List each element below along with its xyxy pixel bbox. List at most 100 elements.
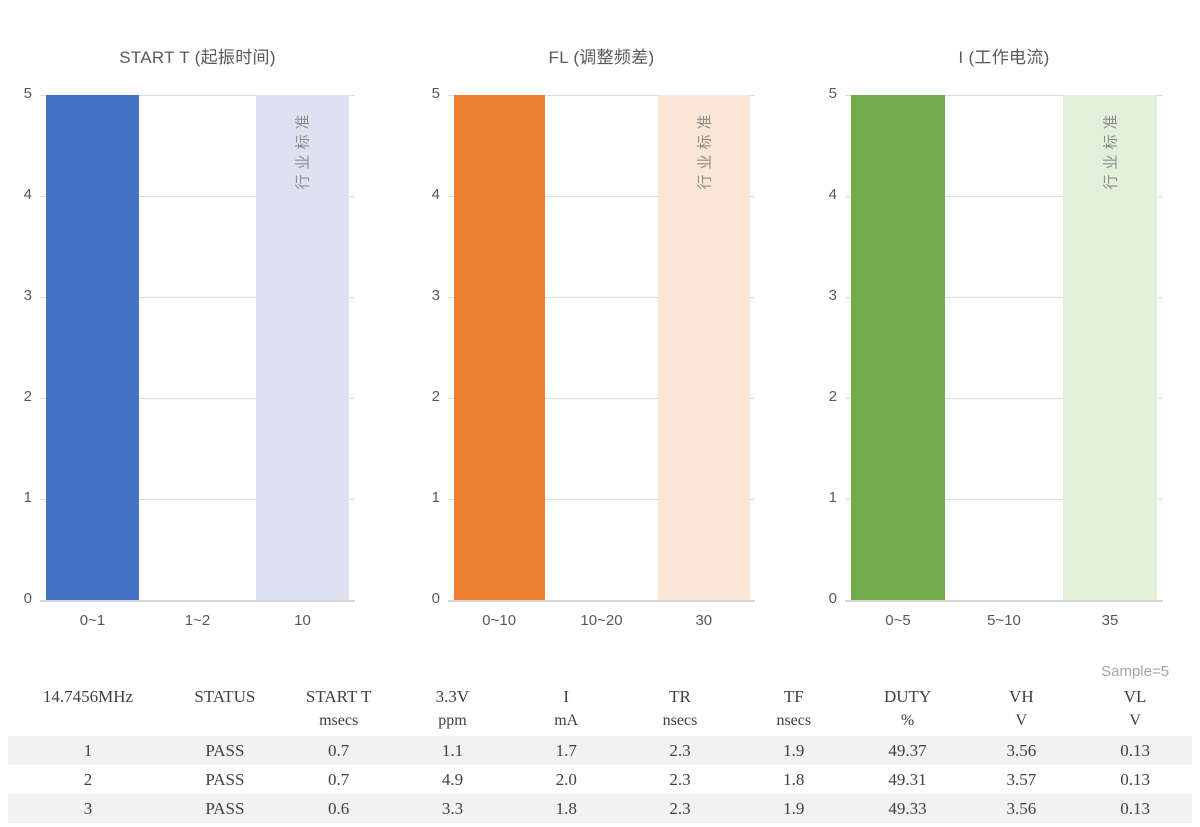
x-axis-category-label: 0~5 [885, 612, 911, 629]
gridline [845, 297, 1163, 298]
column-unit: mA [554, 712, 579, 729]
gridline [448, 95, 755, 96]
industry-standard-label: 行业标准 [294, 108, 312, 190]
x-axis-category-label: 1~2 [184, 612, 211, 629]
table-cell: PASS [205, 799, 245, 818]
table-header-row: 14.7456MHz STATUS START T 3.3V I TR TF DUTY VH VL [8, 684, 1192, 710]
table-row: 3 PASS 0.6 3.3 1.8 2.3 1.9 49.33 3.56 0.13 [8, 794, 1192, 823]
chart-title: START T (起振时间) [119, 48, 276, 67]
y-axis-tick-label: 2 [431, 388, 440, 405]
spacer [509, 660, 623, 684]
column-unit: ppm [438, 712, 467, 729]
y-axis-tick-label: 5 [828, 85, 837, 102]
spacer [396, 660, 510, 684]
plot-area: 0 1 2 3 4 5 行业标准 [432, 85, 755, 607]
x-axis-category-label: 10~20 [580, 612, 623, 629]
x-axis-category-label: 0~10 [482, 612, 517, 629]
table-cell: 2 [83, 770, 93, 789]
column-unit: % [900, 712, 915, 729]
table-row: 2 PASS 0.7 4.9 2.0 2.3 1.8 49.31 3.57 0.13 [8, 765, 1192, 794]
spacer [168, 660, 282, 684]
bar-35 [1062, 95, 1158, 600]
column-unit: nsecs [776, 712, 812, 729]
gridline [845, 95, 1163, 96]
column-header: TR [669, 687, 691, 706]
x-axis-category-label: 10 [294, 612, 311, 629]
y-axis-tick-label: 0 [23, 590, 32, 607]
gridline [448, 499, 755, 500]
spacer [8, 660, 168, 684]
table-cell: PASS [205, 741, 245, 760]
column-unit: nsecs [662, 712, 698, 729]
table-cell: 3.56 [1006, 741, 1037, 760]
y-axis-tick-label: 3 [828, 287, 837, 304]
y-axis-tick-label: 3 [23, 287, 32, 304]
gridline [40, 297, 355, 298]
table-cell: 49.33 [888, 799, 927, 818]
table-cell: 1 [83, 741, 93, 760]
chart-title: FL (调整频差) [548, 48, 655, 67]
industry-standard-label: 行业标准 [1102, 108, 1120, 190]
table-cell: 0.7 [328, 770, 350, 789]
column-header: TF [783, 687, 804, 706]
table-cell: 49.31 [888, 770, 927, 789]
gridline [845, 398, 1163, 399]
table-cell: 1.8 [555, 799, 577, 818]
bar-30 [658, 95, 750, 600]
x-axis-labels: 0~1 1~2 10 [40, 612, 355, 630]
x-axis-labels: 0~5 5~10 35 [845, 612, 1163, 630]
gridline [40, 95, 355, 96]
table-cell: 1.1 [441, 741, 464, 760]
bar-0~5 [850, 95, 946, 600]
table-cell: 1.7 [555, 741, 577, 760]
y-axis-tick-label: 2 [23, 388, 32, 405]
y-axis-tick-label: 0 [431, 590, 440, 607]
industry-standard-label: 行业标准 [696, 108, 714, 190]
column-unit: V [1015, 712, 1028, 729]
y-axis-tick-label: 4 [431, 186, 440, 203]
gridline [40, 196, 355, 197]
table-row: 1 PASS 0.7 1.1 1.7 2.3 1.9 49.37 3.56 0.13 [8, 736, 1192, 765]
table-cell: 4.9 [441, 770, 464, 789]
bar-10 [255, 95, 350, 600]
y-axis-tick-label: 3 [431, 287, 440, 304]
gridline [448, 398, 755, 399]
x-axis-category-label: 0~1 [79, 612, 106, 629]
table-cell: 3.56 [1006, 799, 1037, 818]
x-axis-category-label: 5~10 [987, 612, 1021, 629]
table-cell: 2.3 [669, 799, 691, 818]
y-axis-tick-label: 0 [828, 590, 837, 607]
column-header: 3.3V [435, 687, 470, 706]
y-axis-tick-label: 1 [23, 489, 32, 506]
x-axis-labels: 0~10 10~20 30 [448, 612, 755, 630]
table-cell: 2.3 [669, 741, 691, 760]
column-header: VH [1009, 687, 1034, 706]
sample-count-label: Sample=5 [1101, 663, 1170, 680]
gridline [845, 499, 1163, 500]
table-cell: 49.37 [888, 741, 927, 760]
gridline [40, 499, 355, 500]
table-units-row: msecs ppm mA nsecs nsecs% V V [8, 710, 1192, 736]
gridline [845, 196, 1163, 197]
table-cell: PASS [205, 770, 245, 789]
column-header: VL [1123, 687, 1147, 706]
y-axis-tick-label: 4 [23, 186, 32, 203]
table-cell: 1.9 [783, 799, 805, 818]
chart-i: I (工作电流) 0 1 2 3 4 5 行业标准 0~5 5~10 35 [800, 0, 1200, 650]
column-header: STATUS [194, 687, 256, 706]
chart-start-t: START T (起振时间) 0 1 2 3 4 5 行业标准 0~1 1~2 10 [0, 0, 400, 650]
spacer [964, 660, 1078, 684]
gridline [448, 196, 755, 197]
column-unit [168, 710, 282, 736]
chart-fl: FL (调整频差) 0 1 2 3 4 5 行业标准 0~10 10~20 30 [400, 0, 800, 650]
column-unit [8, 710, 168, 736]
column-unit: V [1129, 712, 1141, 729]
table-cell: 3.3 [441, 799, 464, 818]
column-header: DUTY [883, 687, 932, 706]
table-cell: 1.8 [783, 770, 805, 789]
plot-area: 0 1 2 3 4 5 行业标准 [24, 85, 355, 607]
x-axis-category-label: 30 [695, 612, 713, 629]
spacer [282, 660, 396, 684]
column-unit: msecs [319, 712, 359, 729]
